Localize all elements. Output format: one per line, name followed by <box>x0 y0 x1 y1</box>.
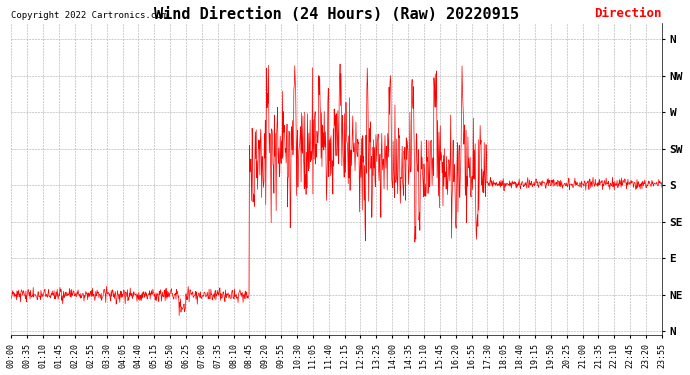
Title: Wind Direction (24 Hours) (Raw) 20220915: Wind Direction (24 Hours) (Raw) 20220915 <box>154 7 519 22</box>
Text: Copyright 2022 Cartronics.com: Copyright 2022 Cartronics.com <box>12 11 167 20</box>
Text: Direction: Direction <box>594 7 662 20</box>
